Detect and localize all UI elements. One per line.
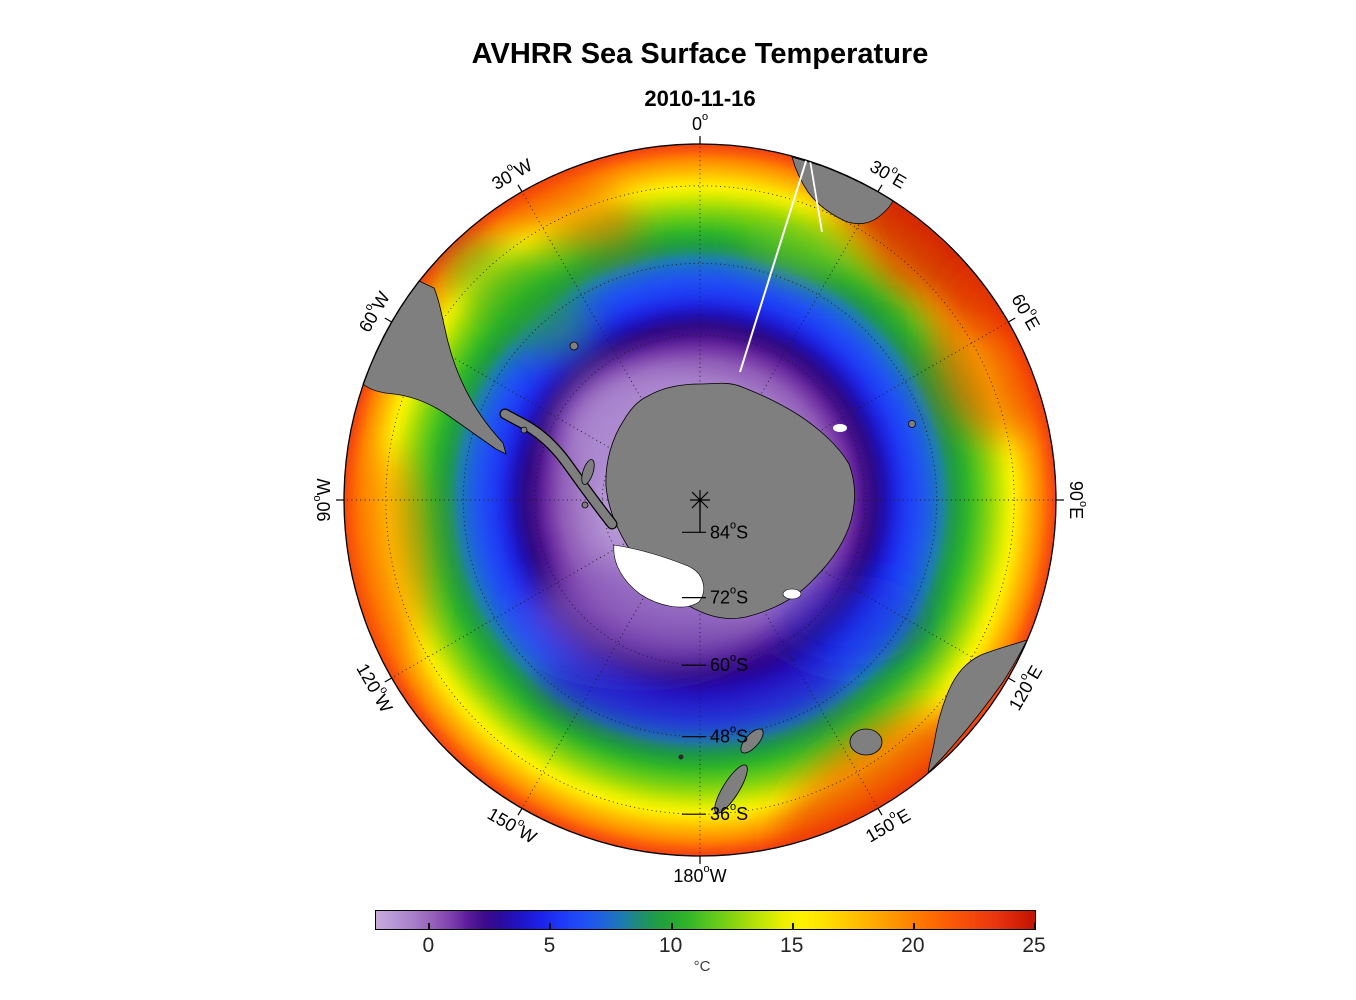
chart-title: AVHRR Sea Surface Temperature bbox=[471, 38, 929, 70]
parallel-tick-marks bbox=[682, 531, 706, 815]
meridian-label: 180oW bbox=[673, 863, 726, 886]
meridian-label: 90oW bbox=[311, 478, 334, 521]
adelie-cold-blob bbox=[770, 575, 930, 665]
tasman-warm-blob bbox=[778, 711, 962, 855]
colorbar-tick bbox=[1034, 923, 1036, 929]
ice-patch-small bbox=[782, 588, 802, 600]
parallel-label: 48oS bbox=[710, 724, 748, 747]
colorbar-gradient bbox=[376, 911, 1035, 929]
colorbar-tick-label: 15 bbox=[780, 934, 804, 957]
meridian-label: 60oE bbox=[1007, 289, 1046, 334]
parallel-label: 60oS bbox=[710, 652, 748, 675]
meridian-label: 0o bbox=[692, 111, 708, 134]
indian-ocean-warm-blob bbox=[930, 260, 1055, 440]
satellite-swath-line bbox=[739, 157, 808, 373]
pacific-rim-warm-blob bbox=[345, 450, 430, 670]
boundary-tick bbox=[877, 184, 883, 192]
satellite-swath-lines bbox=[739, 157, 823, 373]
chart-date-subtitle: 2010-11-16 bbox=[644, 86, 756, 111]
coastal-island bbox=[581, 501, 589, 509]
africa-cold-pinch bbox=[741, 220, 859, 276]
south-orkney-island bbox=[569, 341, 579, 351]
colorbar-tick bbox=[912, 923, 915, 929]
new-zealand-north-island bbox=[740, 728, 764, 754]
graticule-parallel bbox=[462, 262, 938, 738]
campbell-island bbox=[678, 754, 684, 760]
satellite-swath-line2 bbox=[809, 159, 823, 233]
boundary-tick bbox=[1008, 317, 1016, 323]
ross-ice-shelf-patch bbox=[613, 544, 704, 608]
boundary-tick bbox=[1008, 677, 1016, 683]
south-shetland-island bbox=[520, 426, 528, 434]
colorbar-tick-label: 0 bbox=[422, 934, 435, 957]
colorbar-tick bbox=[428, 923, 431, 929]
colorbar-tick-label: 10 bbox=[658, 934, 683, 957]
kerguelen-island bbox=[908, 420, 916, 428]
colorbar-tick bbox=[549, 923, 552, 929]
ice-layer bbox=[613, 424, 847, 608]
colorbar-tick-label: 20 bbox=[901, 934, 925, 957]
new-zealand-south-island bbox=[714, 764, 748, 814]
ice-patch-small2 bbox=[833, 424, 847, 432]
parallel-label: 72oS bbox=[710, 585, 748, 608]
parallel-label: 36oS bbox=[710, 801, 748, 824]
colorbar bbox=[375, 910, 1036, 930]
parallel-label: 84oS bbox=[710, 519, 748, 542]
antarctic-peninsula-fill bbox=[500, 409, 617, 529]
boundary-tick bbox=[517, 184, 523, 192]
scotia-cold-tongue bbox=[446, 241, 594, 359]
tasmania-island bbox=[849, 728, 883, 756]
colorbar-tick-label: 5 bbox=[543, 934, 556, 957]
colorbar-unit-label: °C bbox=[693, 958, 711, 975]
colorbar-tick bbox=[791, 923, 794, 929]
australia-landmass bbox=[927, 639, 1028, 775]
meridian-label: 90oE bbox=[1066, 481, 1089, 519]
colorbar-tick-label: 25 bbox=[1022, 934, 1046, 957]
boundary-tick bbox=[877, 808, 883, 816]
boundary-tick bbox=[384, 317, 392, 323]
parallel-labels: 84oS 72oS 60oS 48oS 36oS bbox=[710, 519, 748, 824]
colorbar-tick bbox=[670, 923, 673, 929]
boundary-tick bbox=[384, 677, 392, 683]
boundary-tick bbox=[517, 808, 523, 816]
meridian-label: 30oE bbox=[866, 154, 911, 193]
palmer-islands bbox=[581, 459, 595, 485]
boundary-tick-marks bbox=[336, 136, 1064, 864]
